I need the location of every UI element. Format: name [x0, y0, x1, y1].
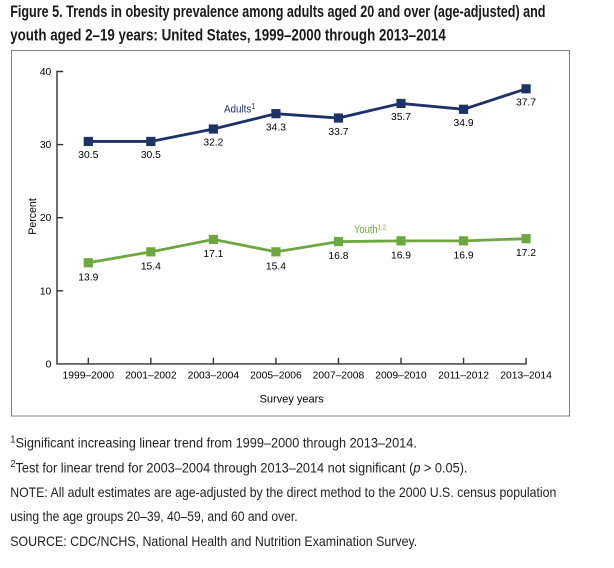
svg-text:2013–2014: 2013–2014 [500, 371, 552, 382]
svg-text:NOTE: All adult estimates are: NOTE: All adult estimates are age-adjust… [10, 484, 556, 500]
svg-text:17.2: 17.2 [516, 248, 536, 259]
svg-text:40: 40 [40, 67, 52, 78]
svg-text:20: 20 [40, 213, 52, 224]
svg-text:2011–2012: 2011–2012 [438, 371, 489, 382]
svg-text:34.3: 34.3 [266, 122, 286, 133]
svg-text:Adults1: Adults1 [224, 102, 255, 115]
svg-text:16.8: 16.8 [328, 251, 348, 262]
svg-text:37.7: 37.7 [516, 98, 536, 109]
svg-text:35.7: 35.7 [391, 112, 411, 123]
svg-text:30.5: 30.5 [78, 150, 98, 161]
svg-text:Percent: Percent [27, 198, 39, 235]
svg-text:17.1: 17.1 [203, 249, 223, 260]
svg-text:0: 0 [46, 359, 52, 370]
svg-text:2Test for linear trend for 200: 2Test for linear trend for 2003–2004 thr… [10, 459, 467, 475]
svg-text:2009–2010: 2009–2010 [375, 371, 427, 382]
svg-text:2003–2004: 2003–2004 [188, 371, 240, 382]
svg-text:16.9: 16.9 [454, 250, 474, 261]
svg-text:Survey years: Survey years [260, 394, 325, 406]
svg-text:34.9: 34.9 [454, 118, 474, 129]
svg-text:16.9: 16.9 [391, 250, 411, 261]
svg-text:13.9: 13.9 [78, 272, 98, 283]
svg-text:10: 10 [40, 286, 52, 297]
svg-text:33.7: 33.7 [328, 127, 348, 138]
svg-text:1999–2000: 1999–2000 [63, 371, 115, 382]
svg-text:15.4: 15.4 [141, 261, 161, 272]
svg-text:30.5: 30.5 [141, 150, 161, 161]
svg-text:15.4: 15.4 [266, 261, 286, 272]
svg-text:30: 30 [40, 140, 52, 151]
svg-text:2007–2008: 2007–2008 [313, 371, 365, 382]
svg-text:Figure 5. Trends in obesity pr: Figure 5. Trends in obesity prevalence a… [10, 3, 545, 21]
svg-text:using the age groups 20–39, 40: using the age groups 20–39, 40–59, and 6… [10, 509, 297, 525]
svg-text:32.2: 32.2 [203, 138, 223, 149]
svg-text:2005–2006: 2005–2006 [250, 371, 302, 382]
svg-text:SOURCE: CDC/NCHS, National Hea: SOURCE: CDC/NCHS, National Health and Nu… [10, 533, 417, 549]
svg-text:1Significant increasing linear: 1Significant increasing linear trend fro… [10, 434, 417, 450]
svg-text:youth aged 2–19 years: United: youth aged 2–19 years: United States, 19… [10, 26, 446, 44]
svg-text:2001–2002: 2001–2002 [125, 371, 177, 382]
